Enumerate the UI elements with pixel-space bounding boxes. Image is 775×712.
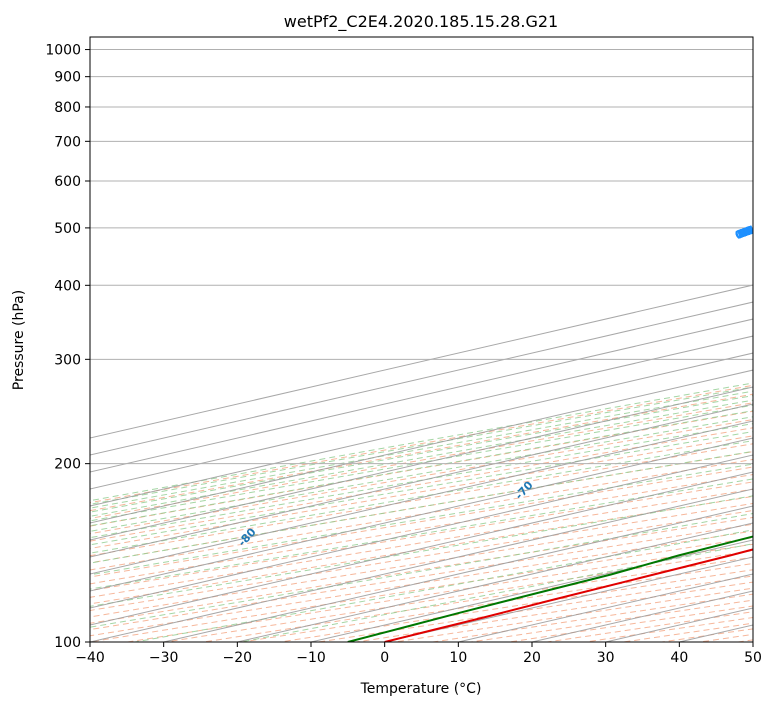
x-tick-label: 20: [523, 650, 541, 666]
y-tick-label: 200: [54, 457, 81, 473]
x-tick-label: 0: [380, 650, 389, 666]
y-tick-label: 400: [54, 278, 81, 294]
x-tick-label: 10: [449, 650, 467, 666]
y-tick-label: 800: [54, 100, 81, 116]
x-tick-label: 40: [670, 650, 688, 666]
x-tick-label: −30: [149, 650, 179, 666]
y-tick-label: 100: [54, 635, 81, 651]
chart-title: wetPf2_C2E4.2020.185.15.28.G21: [284, 12, 558, 32]
y-tick-label: 700: [54, 134, 81, 150]
y-tick-label: 500: [54, 221, 81, 237]
x-axis-label: Temperature (°C): [360, 681, 482, 697]
y-axis-label: Pressure (hPa): [11, 290, 27, 390]
y-tick-label: 600: [54, 174, 81, 190]
y-tick-label: 300: [54, 352, 81, 368]
x-tick-label: −10: [296, 650, 326, 666]
y-tick-label: 900: [54, 70, 81, 86]
y-tick-label: 1000: [45, 43, 81, 59]
x-tick-label: −40: [75, 650, 105, 666]
x-tick-label: 50: [744, 650, 762, 666]
x-tick-label: 30: [597, 650, 615, 666]
x-tick-label: −20: [223, 650, 253, 666]
